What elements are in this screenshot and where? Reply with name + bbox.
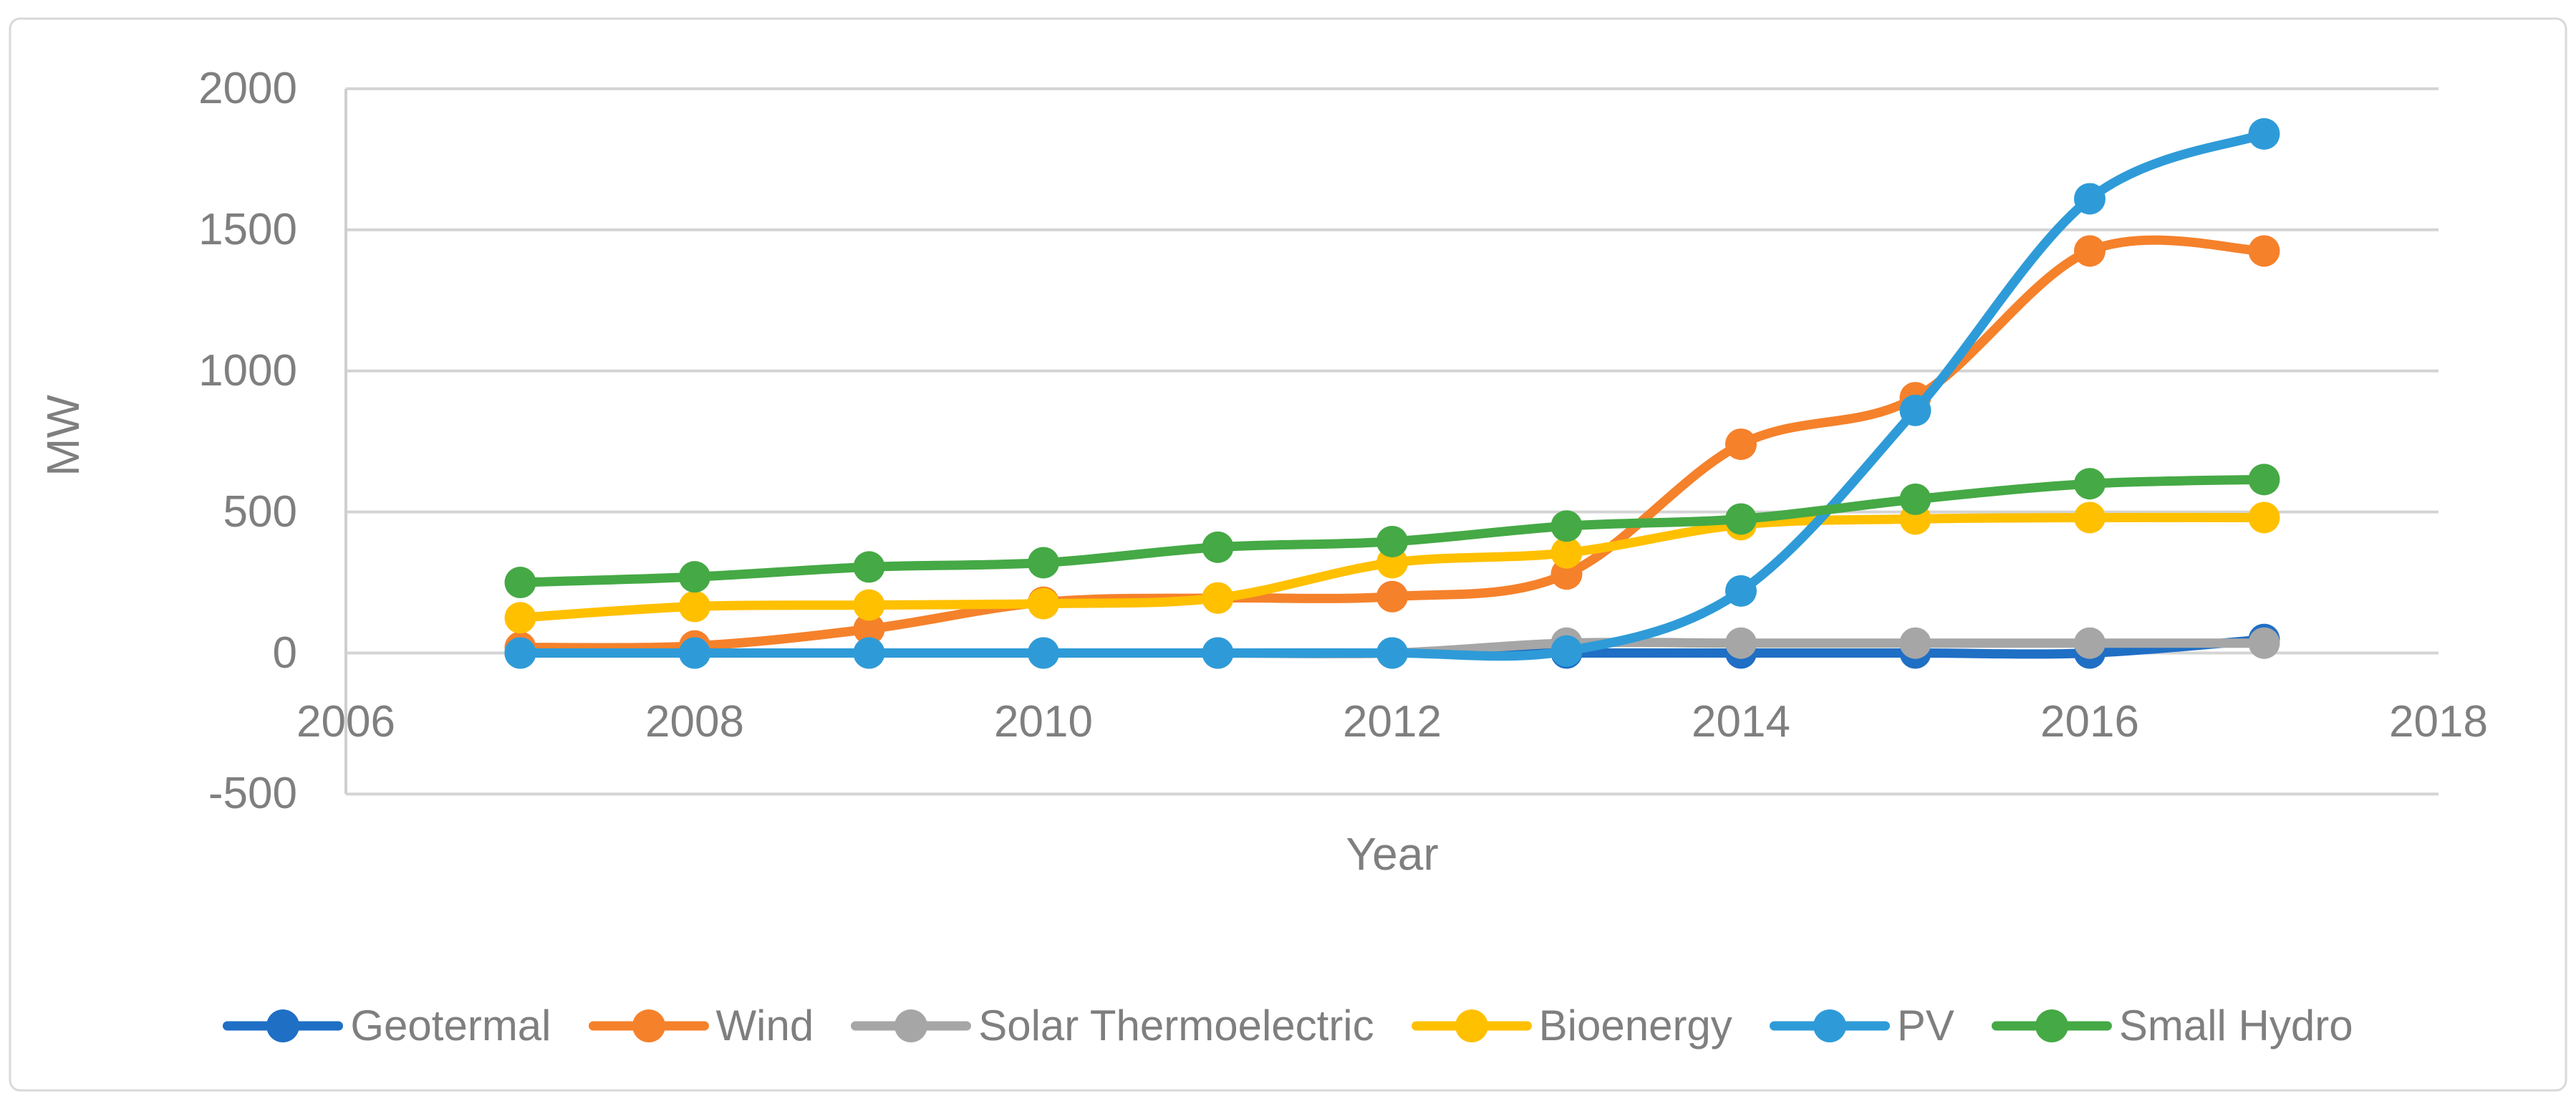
series-marker-pv-2007 xyxy=(504,637,536,669)
legend-swatch-circle xyxy=(894,1009,928,1042)
series-marker-pv-2011 xyxy=(1202,637,1234,669)
legend-swatch-circle xyxy=(2035,1009,2068,1042)
chart-legend: Geotermal Wind Solar Thermoelectric Bioener… xyxy=(0,1004,2576,1047)
series-marker-wind-2016 xyxy=(2074,235,2105,267)
series-marker-pv-2008 xyxy=(679,637,710,669)
legend-label-small-hydro: Small Hydro xyxy=(2118,1002,2353,1050)
legend-item-small-hydro: Small Hydro xyxy=(1991,1002,2353,1050)
series-marker-pv-2009 xyxy=(853,637,885,669)
series-marker-bioenergy-2016 xyxy=(2074,501,2105,534)
legend-label-geotermal: Geotermal xyxy=(350,1002,551,1050)
legend-label-solar-thermoelectric: Solar Thermoelectric xyxy=(978,1002,1374,1050)
series-marker-pv-2012 xyxy=(1376,637,1408,669)
series-marker-solar-thermoelectric-2016 xyxy=(2074,627,2105,659)
legend-label-bioenergy: Bioenergy xyxy=(1538,1002,1732,1050)
series-marker-small-hydro-2009 xyxy=(853,551,885,583)
series-marker-wind-2009 xyxy=(853,613,885,645)
legend-item-geotermal: Geotermal xyxy=(223,1004,551,1047)
series-marker-bioenergy-2008 xyxy=(679,590,710,623)
legend-swatch-circle xyxy=(1455,1009,1488,1042)
series-marker-small-hydro-2007 xyxy=(504,567,536,599)
x-tick-label-2006: 2006 xyxy=(296,697,395,746)
legend-item-bioenergy: Bioenergy xyxy=(1411,1002,1732,1050)
series-marker-pv-2010 xyxy=(1028,637,1059,669)
y-tick-label-500: 500 xyxy=(223,486,297,537)
x-tick-label-2012: 2012 xyxy=(1343,697,1442,746)
legend-marker-icon-geotermal xyxy=(223,1009,344,1043)
x-tick-label-2018: 2018 xyxy=(2389,697,2488,746)
legend-marker-icon-pv xyxy=(1769,1009,1890,1043)
x-tick-label-2008: 2008 xyxy=(645,697,744,746)
legend-marker-icon-wind xyxy=(588,1009,709,1043)
series-marker-small-hydro-2017 xyxy=(2248,464,2280,496)
legend-label-wind: Wind xyxy=(715,1002,814,1050)
series-marker-bioenergy-2017 xyxy=(2248,501,2280,534)
series-marker-small-hydro-2015 xyxy=(1899,483,1931,515)
legend-swatch-circle xyxy=(266,1009,300,1042)
legend-item-pv: PV xyxy=(1769,1002,1954,1050)
legend-label-pv: PV xyxy=(1896,1002,1954,1050)
series-marker-bioenergy-2010 xyxy=(1028,587,1059,620)
y-tick-label-1000: 1000 xyxy=(198,345,297,395)
legend-marker-icon-solar-thermoelectric xyxy=(851,1009,972,1043)
series-marker-bioenergy-2011 xyxy=(1202,582,1234,614)
series-marker-bioenergy-2013 xyxy=(1550,537,1583,569)
series-marker-wind-2017 xyxy=(2248,235,2280,267)
y-tick-label--500: -500 xyxy=(208,769,297,819)
legend-item-wind: Wind xyxy=(588,1002,814,1050)
x-tick-label-2016: 2016 xyxy=(2040,697,2139,746)
series-marker-pv-2017 xyxy=(2248,117,2280,150)
y-tick-label-0: 0 xyxy=(272,628,297,678)
series-line-wind xyxy=(516,235,2269,653)
series-marker-bioenergy-2007 xyxy=(504,602,536,634)
series-marker-small-hydro-2013 xyxy=(1550,510,1583,542)
legend-swatch-circle xyxy=(632,1009,665,1042)
series-marker-pv-2016 xyxy=(2074,183,2105,215)
series-marker-solar-thermoelectric-2015 xyxy=(1899,627,1931,659)
series-marker-pv-2015 xyxy=(1899,394,1931,426)
y-axis-title: MW xyxy=(37,395,89,476)
legend-marker-icon-bioenergy xyxy=(1411,1009,1532,1043)
series-marker-bioenergy-2009 xyxy=(853,589,885,621)
series-marker-small-hydro-2016 xyxy=(2074,468,2105,500)
series-line-pv xyxy=(516,129,2269,661)
legend-item-solar-thermoelectric: Solar Thermoelectric xyxy=(851,1004,1374,1047)
series-marker-small-hydro-2012 xyxy=(1376,525,1408,557)
series-marker-small-hydro-2011 xyxy=(1202,531,1234,563)
x-tick-label-2014: 2014 xyxy=(1692,697,1790,746)
y-tick-label-1500: 1500 xyxy=(198,204,297,254)
series-marker-small-hydro-2010 xyxy=(1028,547,1059,579)
series-marker-small-hydro-2014 xyxy=(1725,503,1757,535)
legend-swatch-circle xyxy=(1813,1009,1846,1042)
y-tick-label-2000: 2000 xyxy=(198,63,297,113)
chart-frame-border xyxy=(9,17,2567,1092)
series-marker-wind-2014 xyxy=(1725,428,1757,461)
x-axis-title: Year xyxy=(1346,828,1439,880)
series-marker-pv-2014 xyxy=(1725,575,1757,607)
series-marker-pv-2013 xyxy=(1550,635,1583,667)
legend-marker-icon-small-hydro xyxy=(1991,1009,2112,1043)
series-marker-solar-thermoelectric-2014 xyxy=(1725,627,1757,659)
series-marker-solar-thermoelectric-2017 xyxy=(2248,627,2280,659)
x-tick-label-2010: 2010 xyxy=(994,697,1093,746)
series-marker-wind-2012 xyxy=(1376,580,1408,613)
series-marker-small-hydro-2008 xyxy=(679,561,710,593)
